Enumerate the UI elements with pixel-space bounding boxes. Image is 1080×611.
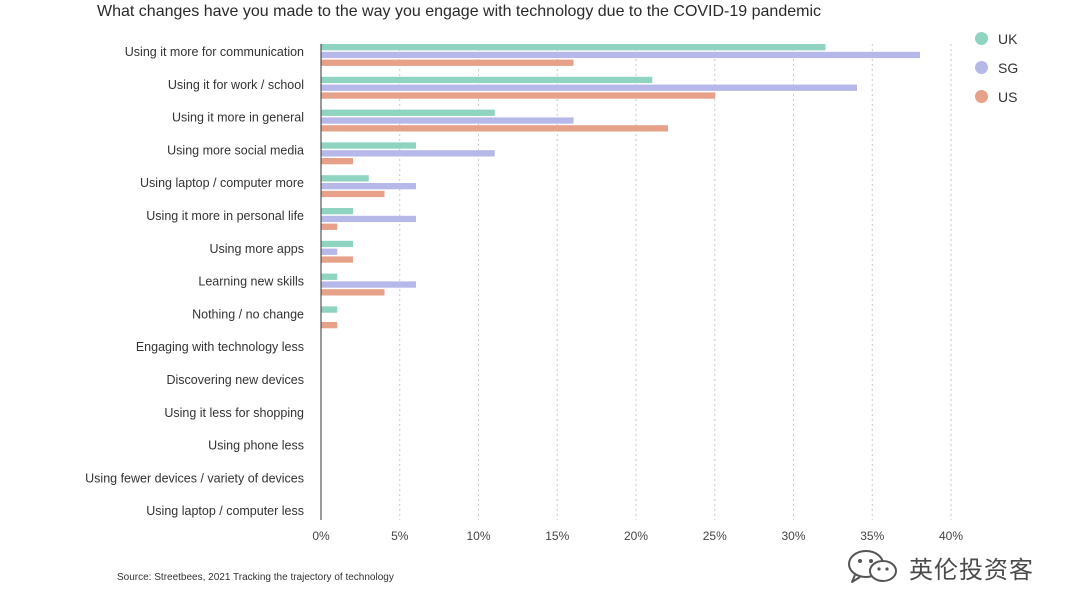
category-label: Nothing / no change <box>192 307 304 321</box>
legend-item-uk: UK <box>975 24 1018 53</box>
bar-us <box>321 289 385 296</box>
legend-label-us: US <box>998 88 1018 105</box>
bar-uk <box>321 273 338 280</box>
category-label: Using fewer devices / variety of devices <box>85 471 304 485</box>
category-label: Learning new skills <box>198 275 304 289</box>
bar-uk <box>321 109 495 116</box>
category-label: Using laptop / computer less <box>146 504 304 518</box>
bar-us <box>321 322 338 329</box>
legend-swatch-uk <box>975 32 988 45</box>
bar-uk <box>321 240 353 248</box>
bar-us <box>321 190 385 198</box>
bar-us <box>321 158 353 165</box>
watermark-text: 英伦投资客 <box>909 556 1034 584</box>
legend-swatch-us <box>975 90 988 103</box>
category-label: Discovering new devices <box>166 373 304 387</box>
bar-uk <box>321 44 826 51</box>
bar-us <box>321 256 353 263</box>
category-label: Using laptop / computer more <box>140 176 304 190</box>
category-label: Using more social media <box>167 143 304 157</box>
x-tick-label: 15% <box>545 529 569 543</box>
x-tick-label: 35% <box>860 529 884 543</box>
legend-item-sg: SG <box>975 53 1018 82</box>
legend-label-uk: UK <box>998 30 1018 47</box>
bar-sg <box>321 183 416 190</box>
legend-swatch-sg <box>975 61 988 74</box>
bar-sg <box>321 248 338 255</box>
source-note: Source: Streetbees, 2021 Tracking the tr… <box>117 572 394 583</box>
x-tick-label: 5% <box>391 529 409 543</box>
x-tick-label: 20% <box>624 529 648 543</box>
wechat-icon <box>848 550 897 583</box>
bar-sg <box>321 84 857 91</box>
category-label: Using phone less <box>208 439 304 453</box>
bar-us <box>321 125 668 132</box>
category-label: Using more apps <box>210 242 305 256</box>
category-label: Using it more in general <box>172 111 304 125</box>
category-label: Engaging with technology less <box>136 340 304 354</box>
bar-uk <box>321 76 653 84</box>
bar-sg <box>321 51 920 59</box>
legend-item-us: US <box>975 82 1018 111</box>
bar-us <box>321 223 338 230</box>
watermark: 英伦投资客 <box>845 548 1034 586</box>
bar-uk <box>321 175 369 182</box>
category-label: Using it more for communication <box>125 45 304 59</box>
legend: UK SG US <box>975 24 1018 111</box>
bar-sg <box>321 215 416 223</box>
bar-uk <box>321 306 338 313</box>
x-tick-label: 30% <box>781 529 805 543</box>
bar-us <box>321 92 716 99</box>
x-tick-label: 10% <box>466 529 490 543</box>
legend-label-sg: SG <box>998 59 1019 76</box>
bar-sg <box>321 150 495 157</box>
bar-uk <box>321 208 353 215</box>
category-label: Using it for work / school <box>168 78 304 92</box>
bar-sg <box>321 281 416 288</box>
category-label: Using it less for shopping <box>164 406 304 420</box>
chart-title: What changes have you made to the way yo… <box>97 3 821 20</box>
x-tick-label: 25% <box>703 529 727 543</box>
bar-uk <box>321 142 416 149</box>
category-label: Using it more in personal life <box>146 209 304 223</box>
x-tick-label: 0% <box>312 529 330 543</box>
x-tick-label: 40% <box>939 529 963 543</box>
bar-sg <box>321 117 574 124</box>
bar-us <box>321 59 574 66</box>
